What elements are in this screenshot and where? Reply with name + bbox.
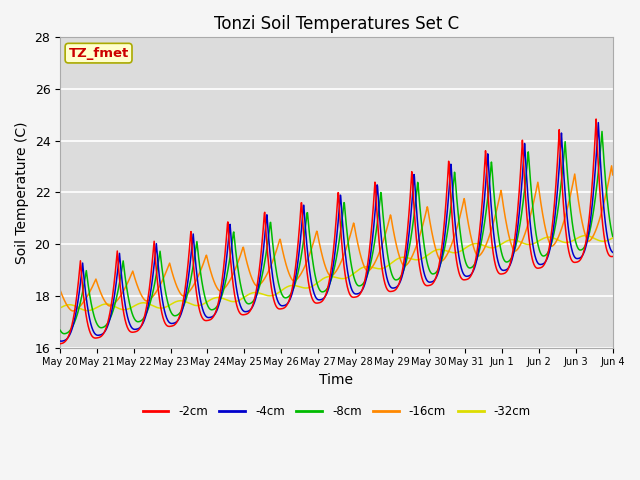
Legend: -2cm, -4cm, -8cm, -16cm, -32cm: -2cm, -4cm, -8cm, -16cm, -32cm <box>138 400 535 422</box>
Title: Tonzi Soil Temperatures Set C: Tonzi Soil Temperatures Set C <box>214 15 459 33</box>
Text: TZ_fmet: TZ_fmet <box>68 47 129 60</box>
Y-axis label: Soil Temperature (C): Soil Temperature (C) <box>15 121 29 264</box>
X-axis label: Time: Time <box>319 373 353 387</box>
